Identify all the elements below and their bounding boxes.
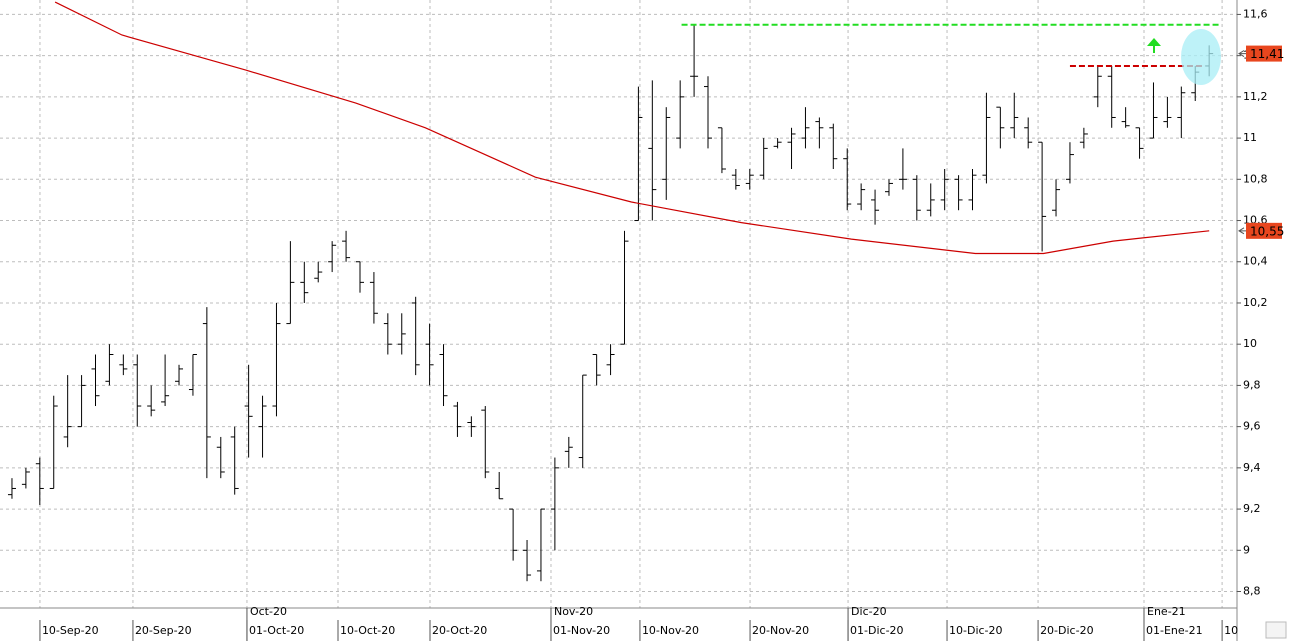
highlight-ellipse <box>1181 29 1221 85</box>
y-tick-label: 9 <box>1243 543 1250 556</box>
month-label: Oct-20 <box>250 605 287 618</box>
y-tick-label: 10,4 <box>1243 255 1268 268</box>
y-tick-label: 8,8 <box>1243 585 1261 598</box>
axes: 8,899,29,49,69,81010,210,410,610,81111,2… <box>39 7 1284 641</box>
up-arrow <box>1147 38 1161 53</box>
y-tick-label: 11,2 <box>1243 90 1268 103</box>
x-tick-label: 20-Oct-20 <box>432 624 487 637</box>
x-tick-label: 20-Nov-20 <box>752 624 809 637</box>
y-tick-label: 10,8 <box>1243 172 1268 185</box>
x-tick-label: 10-Dic-20 <box>949 624 1003 637</box>
x-tick-label: 10-Sep-20 <box>42 624 99 637</box>
corner-icon[interactable] <box>1265 621 1287 639</box>
plot <box>7 1 1221 582</box>
x-tick-label: 20-Sep-20 <box>135 624 192 637</box>
x-tick-label: 10-Nov-20 <box>642 624 699 637</box>
y-tick-label: 9,4 <box>1243 461 1261 474</box>
y-tick-label: 11 <box>1243 131 1257 144</box>
price-pointer <box>1238 227 1246 235</box>
y-tick-label: 10 <box>1243 337 1257 350</box>
x-tick-label: 01-Nov-20 <box>553 624 610 637</box>
x-tick-label: 01-Dic-20 <box>850 624 904 637</box>
price-box <box>1246 222 1282 239</box>
price-box <box>1246 45 1282 62</box>
month-label: Dic-20 <box>851 605 887 618</box>
price-label: 10,55 <box>1250 224 1284 238</box>
y-tick-label: 11,6 <box>1243 7 1268 20</box>
y-tick-label: 9,8 <box>1243 378 1261 391</box>
y-tick-label: 9,6 <box>1243 420 1261 433</box>
month-label: Ene-21 <box>1147 605 1186 618</box>
grid <box>0 0 1237 608</box>
x-tick-label: 01-Ene-21 <box>1146 624 1203 637</box>
price-label: 11,41 <box>1250 47 1284 61</box>
month-label: Nov-20 <box>554 605 593 618</box>
price-pointer <box>1238 50 1246 58</box>
x-tick-label: 20-Dic-20 <box>1040 624 1094 637</box>
x-tick-label: 01-Oct-20 <box>249 624 304 637</box>
y-tick-label: 10,2 <box>1243 296 1268 309</box>
x-tick-label: 10 <box>1224 624 1238 637</box>
moving-average <box>54 1 1210 255</box>
x-tick-label: 10-Oct-20 <box>340 624 395 637</box>
y-tick-label: 9,2 <box>1243 502 1261 515</box>
